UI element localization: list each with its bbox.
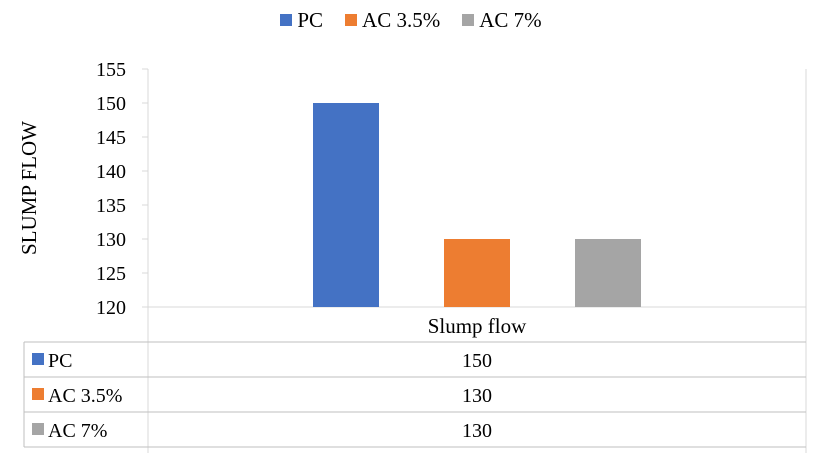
y-axis-title: SLUMP FLOW — [17, 121, 41, 255]
y-tick-label: 125 — [96, 263, 126, 285]
table-value: 150 — [462, 350, 492, 372]
table-legend-key — [32, 353, 44, 365]
bar — [444, 239, 510, 307]
legend-label: AC 3.5% — [362, 7, 441, 32]
bar — [313, 103, 379, 307]
chart-legend: PC AC 3.5% AC 7% — [0, 6, 822, 34]
table-series-name: AC 7% — [48, 420, 107, 442]
table-value: 130 — [462, 385, 492, 407]
table-legend-key — [32, 423, 44, 435]
y-tick-label: 140 — [96, 161, 126, 183]
table-series-name: AC 3.5% — [48, 385, 122, 407]
y-tick-label: 130 — [96, 229, 126, 251]
y-tick-label: 135 — [96, 195, 126, 217]
table-legend-key — [32, 388, 44, 400]
y-tick-label: 155 — [96, 59, 126, 81]
y-tick-label: 145 — [96, 127, 126, 149]
table-series-name: PC — [48, 350, 72, 372]
legend-item: AC 3.5% — [345, 8, 440, 33]
legend-swatch — [462, 14, 475, 26]
table-value: 130 — [462, 420, 492, 442]
category-label: Slump flow — [428, 314, 527, 338]
legend-label: AC 7% — [479, 7, 542, 32]
legend-swatch — [345, 14, 358, 26]
y-tick-label: 120 — [96, 297, 126, 319]
legend-item: PC — [280, 8, 323, 33]
legend-item: AC 7% — [462, 7, 542, 33]
legend-label: PC — [297, 7, 324, 32]
y-tick-label: 150 — [96, 93, 126, 115]
bar — [575, 239, 641, 307]
legend-swatch — [280, 14, 293, 26]
